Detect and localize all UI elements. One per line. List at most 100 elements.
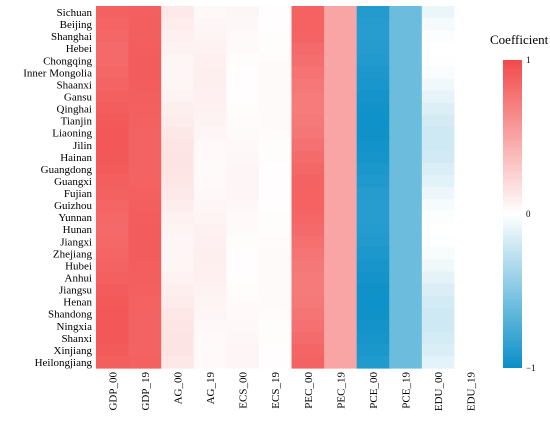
heatmap-cell (128, 66, 162, 79)
heatmap-cell (193, 283, 227, 297)
heatmap-cell (324, 18, 358, 31)
heatmap-cell (324, 343, 358, 357)
heatmap-cell (389, 90, 423, 104)
heatmap-cell (258, 66, 293, 79)
heatmap-cell (356, 271, 390, 285)
heatmap-cell (454, 283, 488, 297)
heatmap-cell (128, 102, 162, 116)
heatmap-cell (161, 126, 195, 140)
heatmap-cell (161, 138, 195, 152)
heatmap-cell (389, 42, 423, 55)
column-label: AG_19 (205, 372, 217, 405)
heatmap-cell (128, 247, 162, 260)
heatmap-cell (421, 54, 456, 67)
heatmap-cell (356, 6, 390, 19)
heatmap-cell (389, 223, 423, 236)
heatmap-cell (454, 138, 488, 152)
heatmap-cell (128, 223, 162, 236)
heatmap-cell (258, 307, 293, 321)
heatmap-cell (421, 223, 456, 236)
heatmap-cell (389, 6, 423, 19)
heatmap-cell (128, 162, 162, 176)
row-label: Jilin (73, 140, 92, 152)
row-label: Shanxi (61, 333, 92, 345)
heatmap-cell (96, 247, 130, 260)
heatmap-cell (96, 102, 130, 116)
heatmap-cell (193, 30, 227, 43)
heatmap-cell (128, 235, 162, 248)
heatmap-cell (324, 319, 358, 333)
heatmap-cell (324, 138, 358, 152)
heatmap-cell (389, 18, 423, 31)
heatmap-cell (193, 162, 227, 176)
row-label: Guangxi (54, 176, 92, 188)
heatmap-cell (454, 295, 488, 309)
heatmap-cell (161, 259, 195, 273)
row-label: Hunan (63, 224, 93, 236)
heatmap-cell (421, 343, 456, 357)
heatmap-cell (226, 283, 260, 297)
heatmap-cell (454, 30, 488, 43)
heatmap-cell (128, 114, 162, 128)
heatmap-cell (454, 187, 488, 200)
heatmap-cell (226, 187, 260, 200)
heatmap-cell (226, 90, 260, 104)
heatmap-cell (389, 235, 423, 248)
row-label: Tianjin (61, 116, 93, 128)
heatmap-cell (291, 114, 325, 128)
heatmap-cell (454, 235, 488, 248)
heatmap-cell (454, 331, 488, 345)
heatmap-cell (226, 6, 260, 19)
row-label: Jiangxi (60, 236, 92, 248)
heatmap-cell (128, 343, 162, 357)
heatmap-cell (291, 295, 325, 309)
heatmap-cell (324, 6, 358, 19)
heatmap-cell (128, 30, 162, 43)
heatmap-cell (96, 211, 130, 224)
heatmap-cell (389, 247, 423, 260)
heatmap-cell (291, 343, 325, 357)
heatmap-cell (258, 18, 293, 31)
heatmap-cell (128, 211, 162, 224)
column-label: PEC_19 (335, 372, 347, 409)
column-label: ECS_00 (238, 372, 250, 409)
heatmap-cell (291, 211, 325, 224)
row-label: Liaoning (52, 128, 92, 140)
heatmap-cell (421, 295, 456, 309)
heatmap-cell (389, 295, 423, 309)
column-label: GDP_19 (140, 372, 152, 411)
heatmap-cell (161, 18, 195, 31)
legend-tick-min: −1 (526, 363, 536, 373)
heatmap-cell (258, 54, 293, 67)
heatmap-cell (128, 259, 162, 273)
column-label: EDU_00 (433, 372, 445, 412)
heatmap-cell (389, 162, 423, 176)
heatmap-cell (96, 295, 130, 309)
heatmap-cell (291, 126, 325, 140)
heatmap-cell (193, 211, 227, 224)
column-label: EDU_19 (466, 372, 478, 412)
heatmap-cell (421, 102, 456, 116)
row-label: Shaanxi (57, 79, 92, 91)
heatmap-cell (356, 114, 390, 128)
heatmap-cell (291, 6, 325, 19)
heatmap-cell (96, 30, 130, 43)
heatmap-cell (454, 174, 488, 188)
heatmap-cell (421, 42, 456, 55)
heatmap-cell (454, 102, 488, 116)
heatmap-cell (291, 355, 325, 369)
heatmap-cell (161, 6, 195, 19)
heatmap-cell (421, 18, 456, 31)
heatmap-cell (96, 114, 130, 128)
heatmap-cell (161, 199, 195, 212)
heatmap-cell (389, 319, 423, 333)
heatmap-cell (161, 102, 195, 116)
heatmap-cell (193, 223, 227, 236)
heatmap-cell (193, 319, 227, 333)
heatmap-cell (128, 331, 162, 345)
heatmap-cell (324, 102, 358, 116)
heatmap-cell (421, 150, 456, 164)
heatmap-cell (193, 187, 227, 200)
heatmap-cell (161, 223, 195, 236)
